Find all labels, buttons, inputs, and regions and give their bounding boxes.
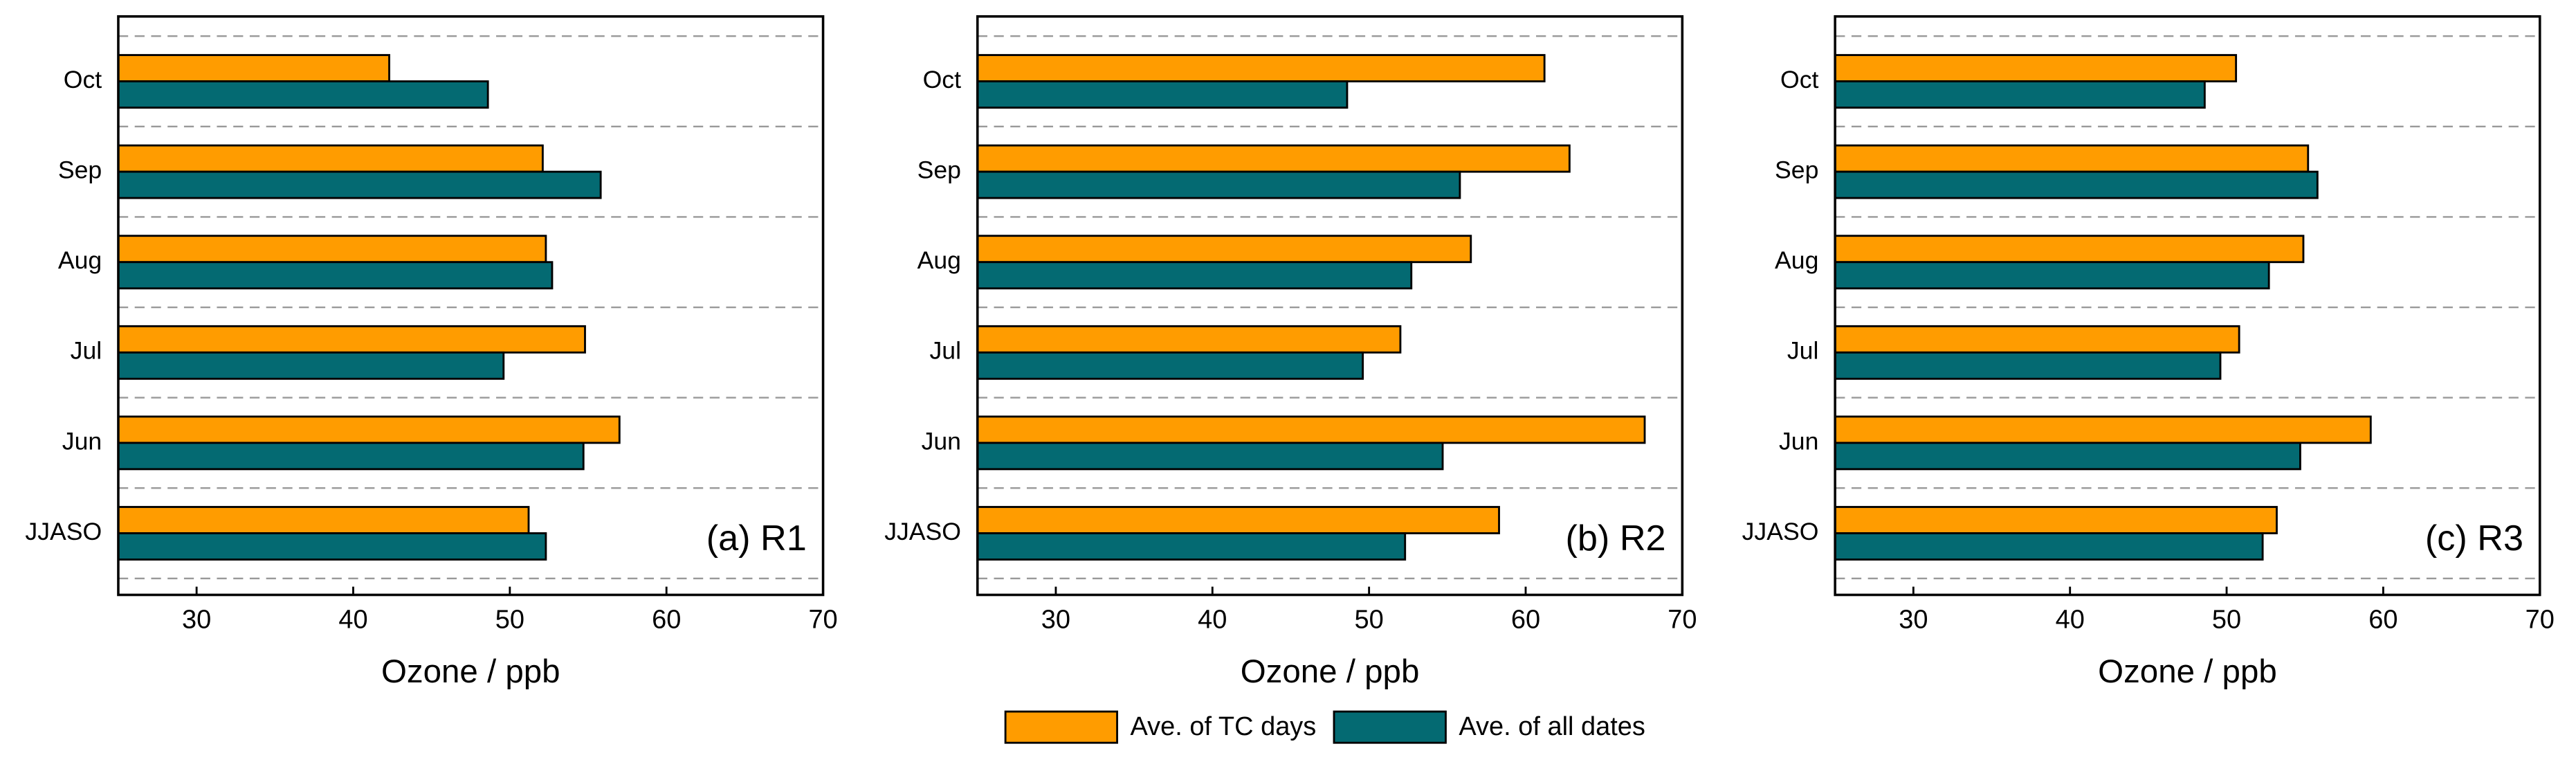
category-label: Oct [1780,66,1819,93]
category-label: JJASO [25,518,102,545]
bar [976,506,1500,534]
x-tick-label: 30 [1041,606,1070,635]
category-label: Sep [58,156,102,184]
x-axis-title: Ozone / ppb [1241,653,1420,690]
x-axis-title: Ozone / ppb [2098,653,2277,690]
bar [1834,80,2206,109]
bar [1834,415,2372,444]
bar [117,80,489,109]
bar [976,442,1444,471]
bar [117,351,505,380]
x-axis-title: Ozone / ppb [381,653,560,690]
x-tick-label: 70 [1668,606,1697,635]
bar [117,415,621,444]
x-tick-label: 40 [1198,606,1227,635]
plot-frame [1834,15,2541,597]
category-label: Oct [64,66,102,93]
category-label: JJASO [884,518,961,545]
x-tick-label: 40 [2056,606,2085,635]
bar [117,170,602,199]
legend-swatch [1004,710,1118,744]
x-tick-label: 70 [2525,606,2555,635]
panel-label: (c) R3 [2425,518,2523,559]
category-label: Aug [58,246,102,274]
legend-label: Ave. of all dates [1459,712,1645,741]
bar [976,415,1646,444]
bar [1834,532,2264,561]
bar [117,54,390,82]
category-label: Oct [923,66,962,93]
x-tick-label: 60 [1511,606,1540,635]
bar [117,532,547,561]
x-tick-label: 30 [182,606,211,635]
bar [117,506,530,534]
panel-label: (a) R1 [706,518,807,559]
x-tick-label: 70 [808,606,837,635]
bar [1834,506,2278,534]
category-label: JJASO [1742,518,1819,545]
category-label: Jun [1779,427,1818,455]
bar [1834,170,2319,199]
category-label: Jun [922,427,961,455]
x-tick-label: 30 [1899,606,1928,635]
bar [117,235,547,264]
bar [117,261,554,290]
category-label: Aug [1775,246,1818,274]
x-tick-label: 60 [2368,606,2397,635]
bar [976,325,1402,354]
panel-label: (b) R2 [1566,518,1666,559]
bar [976,54,1546,82]
bar [976,235,1472,264]
category-label: Sep [917,156,961,184]
category-label: Sep [1775,156,1818,184]
x-tick-label: 40 [338,606,367,635]
bar [1834,144,2310,173]
x-tick-label: 50 [495,606,524,635]
bar [976,80,1349,109]
category-label: Jul [1787,337,1819,365]
bar [1834,235,2305,264]
x-tick-label: 50 [1355,606,1384,635]
bar [1834,442,2301,471]
x-tick-label: 60 [652,606,681,635]
legend-label: Ave. of TC days [1131,712,1317,741]
category-label: Jul [71,337,102,365]
bar [1834,325,2240,354]
category-label: Jun [62,427,102,455]
bar [117,442,585,471]
bar [976,261,1413,290]
plot-frame [117,15,825,597]
legend-swatch [1333,710,1447,744]
bar [976,351,1364,380]
bar [1834,351,2222,380]
category-label: Aug [917,246,961,274]
category-label: Jul [929,337,961,365]
bar [117,144,544,173]
bar [976,144,1571,173]
x-tick-label: 50 [2212,606,2241,635]
bar [117,325,586,354]
plot-frame [976,15,1684,597]
bar [976,532,1407,561]
bar [1834,54,2238,82]
bar [976,170,1461,199]
bar [1834,261,2270,290]
